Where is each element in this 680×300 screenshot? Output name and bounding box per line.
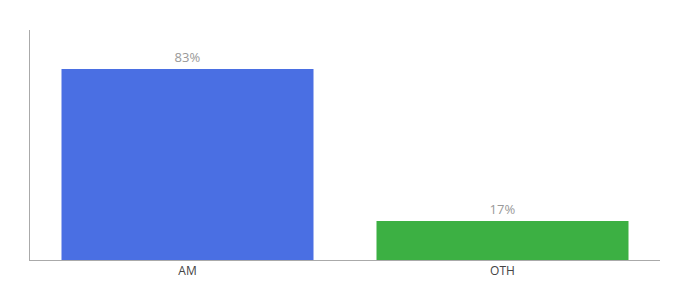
svg-text:83%: 83% bbox=[175, 48, 201, 66]
svg-text:17%: 17% bbox=[490, 200, 516, 218]
svg-text:OTH: OTH bbox=[490, 262, 515, 279]
svg-text:AM: AM bbox=[178, 262, 196, 279]
